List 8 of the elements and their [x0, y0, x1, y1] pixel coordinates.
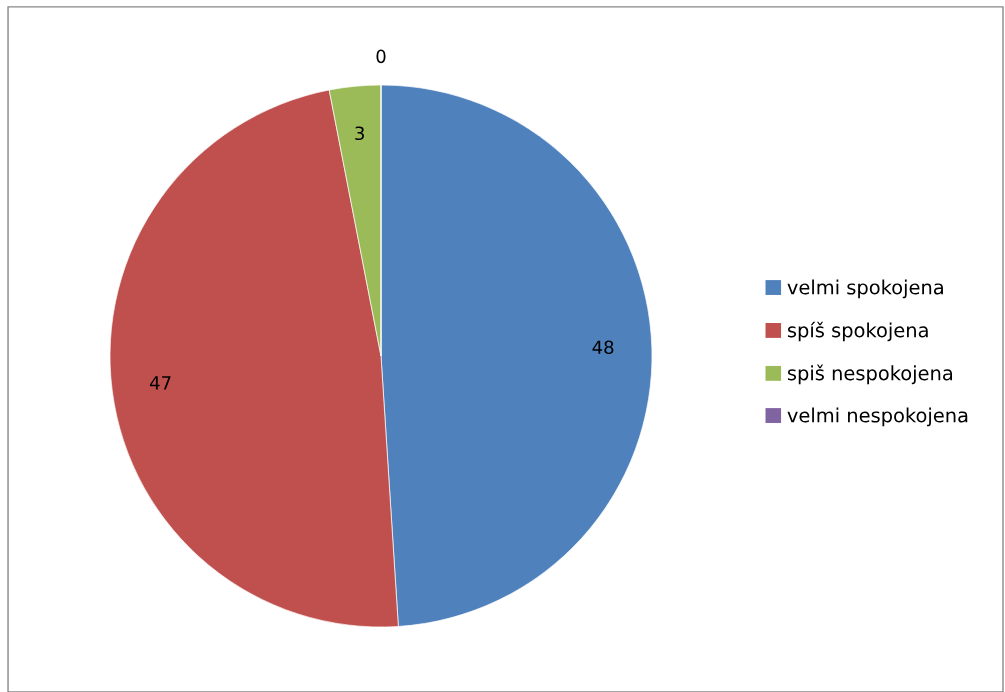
legend-label: spiš nespokojena [787, 364, 953, 385]
data-label: 3 [355, 126, 364, 141]
text: 0 [376, 49, 386, 64]
legend-label: velmi nespokojena [787, 407, 968, 427]
data-label: 48 [592, 340, 614, 355]
legend-label: velmi spokojena [787, 279, 943, 299]
data-label: 47 [150, 376, 171, 390]
legend-label: spíš spokojena [787, 321, 928, 342]
